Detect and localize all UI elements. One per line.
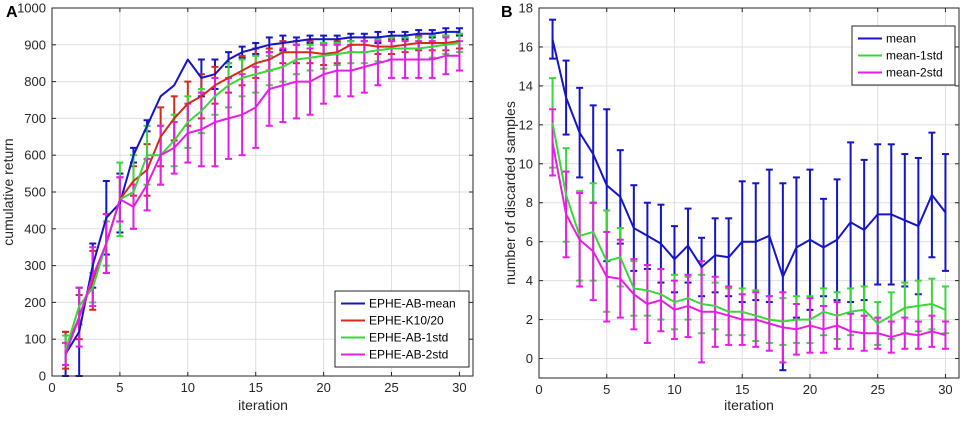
panel-a-legend: EPHE-AB-mean EPHE-K10/20 EPHE-AB-1std EPHE-… [334, 290, 470, 368]
series-line-mean-2std [551, 142, 946, 339]
y-tick-label: 700 [24, 111, 46, 126]
panel-b-legend: mean mean-1std mean-2std [851, 25, 956, 86]
x-tick-label: 10 [181, 380, 195, 395]
y-tick-label: 500 [24, 185, 46, 200]
panel-b: 0 5 10 15 20 25 30 0 2 4 6 8 10 12 14 16 18 iteration numb… [501, 1, 960, 413]
legend-label-ephe-ab-2std: EPHE-AB-2std [369, 348, 448, 362]
y-tick-label: 12 [519, 117, 533, 132]
panel-a-ticks: 0 5 10 15 20 25 300100200300400500600700800900… [17, 1, 473, 395]
y-tick-label: 600 [24, 148, 46, 163]
x-tick-label: 5 [603, 382, 610, 397]
legend-label-ephe-k10-20: EPHE-K10/20 [369, 314, 444, 328]
x-tick-label: 10 [667, 382, 681, 397]
panel-b-ticks: 0 5 10 15 20 25 30 0 2 4 6 8 10 12 14 16 18 [519, 1, 959, 397]
series-line-ephe-ab-mean [64, 30, 460, 355]
y-tick-label: 2 [526, 312, 533, 327]
x-tick-label: 15 [735, 382, 749, 397]
x-tick-label: 25 [870, 382, 884, 397]
y-tick-label: 0 [39, 369, 46, 384]
panel-a-series [62, 27, 463, 377]
series-line-mean-1std [551, 122, 946, 325]
x-tick-label: 0 [535, 382, 542, 397]
x-tick-label: 5 [116, 380, 123, 395]
panel-letter: A [6, 4, 18, 21]
y-tick-label: 6 [526, 234, 533, 249]
y-axis-label: cumulative return [0, 138, 16, 245]
y-tick-label: 0 [526, 351, 533, 366]
series-line-mean [551, 38, 947, 278]
y-tick-label: 14 [519, 78, 533, 93]
legend-label-mean-2std: mean-2std [886, 66, 943, 80]
panel-b-axis-frame [538, 7, 960, 379]
panel-a: 0 5 10 15 20 25 300100200300400500600700800900… [0, 1, 474, 413]
x-tick-label: 20 [803, 382, 817, 397]
y-tick-label: 400 [24, 221, 46, 236]
x-tick-label: 15 [248, 380, 262, 395]
x-tick-label: 20 [316, 380, 330, 395]
x-tick-label: 30 [452, 380, 466, 395]
series-line-ephe-ab-2std [64, 54, 460, 355]
x-tick-label: 30 [938, 382, 952, 397]
legend-label-mean: mean [886, 32, 916, 46]
y-tick-label: 100 [24, 332, 46, 347]
y-tick-label: 18 [519, 1, 533, 16]
legend-label-ephe-ab-mean: EPHE-AB-mean [369, 297, 456, 311]
y-tick-label: 1000 [17, 1, 46, 16]
y-tick-label: 900 [24, 37, 46, 52]
x-tick-label: 0 [48, 380, 55, 395]
y-tick-label: 10 [519, 156, 533, 171]
x-axis-label: iteration [724, 397, 774, 413]
series-line-ephe-k10-20 [64, 40, 460, 351]
y-tick-label: 800 [24, 74, 46, 89]
y-tick-label: 8 [526, 195, 533, 210]
y-axis-label: number of discarded samples [502, 101, 518, 285]
x-axis-label: iteration [238, 397, 288, 413]
panel-b-series [549, 18, 949, 372]
y-tick-label: 4 [526, 273, 533, 288]
panel-letter: B [501, 4, 513, 21]
y-tick-label: 200 [24, 295, 46, 310]
legend-label-mean-1std: mean-1std [886, 49, 943, 63]
y-tick-label: 300 [24, 258, 46, 273]
legend-label-ephe-ab-1std: EPHE-AB-1std [369, 331, 448, 345]
x-tick-label: 25 [384, 380, 398, 395]
y-tick-label: 16 [519, 39, 533, 54]
series-line-ephe-ab-1std [64, 42, 460, 351]
